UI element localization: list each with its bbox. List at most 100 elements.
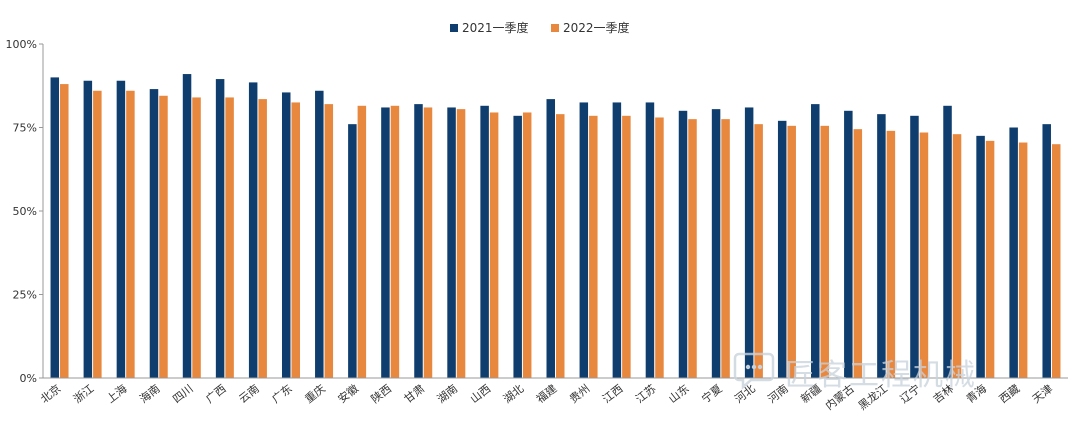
bar-2021q1	[546, 99, 555, 379]
bar-2021q1	[281, 92, 291, 379]
bar-2022q1	[291, 102, 300, 378]
x-category-label: 安徽	[335, 381, 361, 406]
x-category-label: 浙江	[71, 382, 96, 406]
bar-2022q1	[985, 140, 995, 378]
bar-2022q1	[324, 104, 334, 379]
bar-2021q1	[149, 89, 159, 378]
y-tick-label: 50%	[13, 205, 37, 218]
bar-2021q1	[447, 107, 456, 379]
x-category-label: 云南	[236, 382, 261, 406]
bar-2021q1	[182, 74, 192, 378]
bar-2022q1	[423, 107, 433, 379]
x-category-label: 广西	[203, 382, 228, 406]
bar-2022q1	[952, 134, 962, 378]
bar-2022q1	[820, 125, 830, 378]
x-category-label: 四川	[170, 382, 195, 406]
legend-label-2021q1: 2021一季度	[462, 20, 529, 35]
x-category-label: 北京	[37, 381, 63, 406]
bar-2021q1	[83, 80, 93, 379]
bar-2022q1	[258, 99, 267, 379]
bar-2021q1	[910, 115, 919, 378]
x-category-label: 江西	[600, 382, 625, 406]
bar-2022q1	[93, 90, 102, 378]
bar-2021q1	[976, 135, 985, 378]
bar-2022q1	[126, 90, 135, 378]
x-category-label: 重庆	[302, 381, 328, 406]
x-category-label: 海南	[137, 381, 163, 406]
bars	[50, 74, 1061, 379]
bar-2022q1	[1018, 142, 1028, 378]
bar-2021q1	[844, 110, 853, 379]
bar-2021q1	[480, 105, 489, 378]
bar-2021q1	[877, 114, 886, 378]
x-category-label: 陕西	[368, 381, 394, 406]
bar-2021q1	[50, 77, 60, 379]
bar-2021q1	[678, 110, 688, 379]
bar-2021q1	[711, 109, 721, 378]
bar-2022q1	[787, 125, 796, 378]
watermark-text: 匠客工程机械	[785, 358, 977, 393]
x-category-label: 西藏	[997, 382, 1022, 406]
bar-2021q1	[1042, 124, 1051, 378]
y-tick-label: 100%	[6, 38, 37, 51]
x-category-label: 上海	[104, 381, 130, 406]
y-tick-label: 0%	[20, 372, 37, 385]
bar-2022q1	[192, 97, 201, 378]
x-category-label: 湖北	[501, 382, 526, 406]
legend-swatch-2022q1	[551, 24, 559, 32]
bar-2021q1	[943, 105, 952, 378]
bar-2022q1	[589, 115, 598, 378]
bar-2022q1	[60, 84, 69, 378]
bar-2022q1	[522, 112, 532, 378]
bar-2021q1	[414, 104, 423, 379]
bar-2021q1	[645, 102, 655, 378]
bar-2021q1	[777, 120, 787, 378]
bar-2021q1	[381, 107, 390, 379]
bar-2022q1	[688, 119, 697, 379]
bar-2022q1	[622, 115, 631, 378]
bar-2022q1	[721, 119, 730, 379]
bar-2022q1	[225, 97, 234, 378]
x-category-label: 贵州	[567, 382, 592, 406]
bar-2021q1	[215, 79, 225, 378]
bar-2021q1	[579, 102, 589, 378]
x-category-label: 福建	[533, 381, 559, 406]
bar-2022q1	[754, 124, 763, 378]
bar-2022q1	[556, 114, 565, 378]
bar-2022q1	[886, 130, 896, 378]
bar-2022q1	[357, 105, 367, 378]
x-category-label: 甘肃	[402, 382, 427, 406]
bar-2021q1	[348, 124, 357, 378]
x-category-label: 广东	[269, 382, 294, 406]
legend-label-2022q1: 2022一季度	[563, 20, 630, 35]
x-category-label: 江苏	[633, 382, 658, 406]
legend-swatch-2021q1	[450, 24, 458, 32]
bar-2021q1	[116, 80, 126, 379]
bar-2022q1	[919, 132, 929, 378]
bar-2022q1	[390, 105, 400, 378]
watermark: 匠客工程机械	[733, 352, 977, 393]
bar-2021q1	[811, 104, 820, 379]
bar-2022q1	[1051, 144, 1061, 378]
bar-2021q1	[744, 107, 754, 379]
legend: 2021一季度 2022一季度	[450, 20, 630, 35]
bar-2022q1	[456, 109, 466, 378]
chat-bubble-icon	[733, 352, 775, 390]
bar-2021q1	[315, 90, 324, 378]
x-category-label: 湖南	[435, 382, 460, 406]
bar-2022q1	[489, 112, 499, 378]
bar-2022q1	[159, 95, 168, 379]
x-category-label: 天津	[1030, 382, 1055, 406]
y-tick-label: 75%	[13, 122, 37, 135]
y-axis: 0% 25% 50% 75% 100%	[6, 38, 44, 385]
y-tick-label: 25%	[13, 289, 37, 302]
x-category-label: 山东	[666, 382, 691, 406]
x-category-label: 山西	[468, 382, 493, 406]
bar-2021q1	[612, 102, 622, 378]
bar-2021q1	[248, 82, 258, 378]
bar-2022q1	[655, 117, 664, 378]
x-category-label: 宁夏	[699, 381, 725, 406]
bar-2021q1	[1009, 127, 1018, 378]
